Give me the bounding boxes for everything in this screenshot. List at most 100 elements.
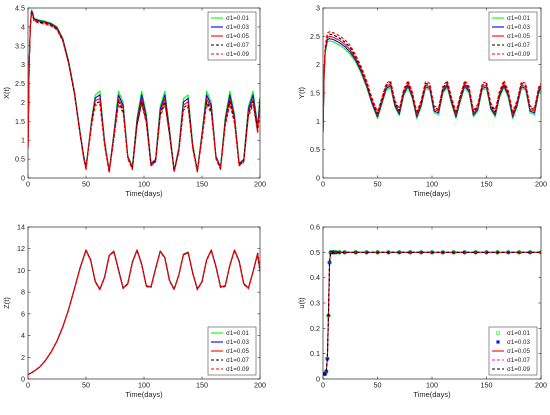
y-tick-label: 1 [316,117,320,126]
y-tick-label: 2 [316,60,320,69]
x-tick-label: 200 [535,180,547,189]
series-line-3 [323,35,541,133]
legend: σ1=0.01 σ1=0.03 σ1=0.05 σ1=0.07 σ1=0.09 [207,11,257,61]
y-tick-label: 0.1 [310,349,320,358]
legend: σ1=0.01 σ1=0.03 σ1=0.05 σ1=0.07 σ1=0.09 [488,326,538,376]
x-tick-label: 0 [26,381,30,390]
x-tick-label: 100 [138,381,150,390]
y-tick-label: 0.6 [310,223,320,232]
y-tick-label: 1 [21,136,25,145]
y-tick-label: 0 [21,174,25,183]
y-tick-label: 2.5 [310,32,320,41]
y-tick-label: 12 [17,244,25,253]
y-tick-label: 3.5 [15,41,25,50]
y-axis-label: u(t) [297,297,306,309]
x-tick-label: 100 [426,180,438,189]
legend-label: σ1=0.01 [226,330,249,337]
legend-label: σ1=0.05 [226,348,249,355]
y-tick-label: 14 [17,223,25,232]
y-tick-label: 0.5 [310,145,320,154]
x-tick-label: 0 [26,180,30,189]
y-tick-label: 6 [21,309,25,318]
y-tick-label: 2.5 [15,79,25,88]
legend-label: σ1=0.03 [226,339,249,346]
legend-label: σ1=0.05 [226,33,249,40]
x-tick-label: 200 [254,381,266,390]
legend-label: σ1=0.09 [226,366,249,373]
x-tick-label: 100 [138,180,150,189]
legend-label: σ1=0.05 [507,348,530,355]
legend-label: σ1=0.09 [226,51,249,58]
legend-label: σ1=0.01 [507,15,530,22]
y-tick-label: 2 [21,353,25,362]
y-tick-label: 0 [21,375,25,384]
y-tick-label: 0 [316,174,320,183]
x-tick-label: 200 [254,180,266,189]
x-axis-label: Time(days) [125,189,163,198]
x-tick-label: 50 [374,381,382,390]
y-tick-label: 0.3 [310,299,320,308]
series-line-5 [28,12,260,174]
x-tick-label: 150 [196,381,208,390]
chart-panel-1: 0 50 100 150 200 0 0.5 1 1.5 2 2.5 3 3.5 4 4.5 Time(day… [2,4,266,199]
legend-label: σ1=0.07 [507,357,530,364]
legend-label: σ1=0.07 [226,42,249,49]
series-line-5 [323,31,541,133]
legend-label: σ1=0.03 [507,339,530,346]
y-tick-label: 1.5 [15,117,25,126]
x-tick-label: 50 [374,180,382,189]
x-tick-label: 0 [321,381,325,390]
plot-area [28,249,260,376]
legend-label: σ1=0.07 [507,42,530,49]
y-tick-label: 0.4 [310,273,320,282]
x-tick-label: 150 [481,180,493,189]
series-line-5 [28,250,260,376]
legend-label: σ1=0.09 [507,51,530,58]
y-tick-label: 0.2 [310,324,320,333]
chart-panel-4: 0 50 100 150 200 0 0.1 0.2 0.3 0.4 0.5 0.6 Time(days… [297,223,547,400]
series-line-5 [323,251,541,375]
legend-label: σ1=0.03 [507,24,530,31]
x-tick-label: 0 [321,180,325,189]
y-tick-label: 3 [21,60,25,69]
y-tick-label: 4 [21,22,25,31]
y-tick-label: 8 [21,288,25,297]
legend-marker [496,340,500,344]
y-axis-label: X(t) [2,86,11,99]
y-axis-label: Y(t) [297,86,306,99]
legend-label: σ1=0.03 [226,24,249,31]
x-tick-label: 150 [196,180,208,189]
x-tick-label: 150 [481,381,493,390]
y-tick-label: 2 [21,98,25,107]
chart-panel-3: 0 50 100 150 200 0 2 4 6 8 10 12 14 Time(days) Z(t) σ1=… [2,223,266,400]
plot-area [323,31,541,133]
plot-area [323,250,541,377]
y-tick-label: 0.5 [310,248,320,257]
legend-label: σ1=0.01 [226,15,249,22]
x-tick-label: 50 [82,381,90,390]
legend-marker [495,330,501,336]
y-tick-label: 4 [21,331,25,340]
legend-label: σ1=0.07 [226,357,249,364]
chart-panel-2: 0 50 100 150 200 0 0.5 1 1.5 2 2.5 3 Time(days) Y(t) σ… [297,4,547,199]
y-tick-label: 3 [316,4,320,13]
x-tick-label: 50 [82,180,90,189]
legend: σ1=0.01 σ1=0.03 σ1=0.05 σ1=0.07 σ1=0.09 [207,326,257,376]
y-tick-label: 10 [17,266,25,275]
y-tick-label: 0 [316,375,320,384]
x-tick-label: 200 [535,381,547,390]
x-axis-label: Time(days) [125,390,163,399]
y-tick-label: 1.5 [310,89,320,98]
legend-label: σ1=0.09 [507,366,530,373]
legend: σ1=0.01 σ1=0.03 σ1=0.05 σ1=0.07 σ1=0.09 [488,11,538,61]
legend-label: σ1=0.05 [507,33,530,40]
legend-label: σ1=0.01 [507,330,530,337]
y-tick-label: 4.5 [15,4,25,13]
x-tick-label: 100 [426,381,438,390]
x-axis-label: Time(days) [413,189,451,198]
x-axis-label: Time(days) [413,390,451,399]
plot-area [28,9,260,174]
y-axis-label: Z(t) [2,297,11,309]
y-tick-label: 0.5 [15,155,25,164]
